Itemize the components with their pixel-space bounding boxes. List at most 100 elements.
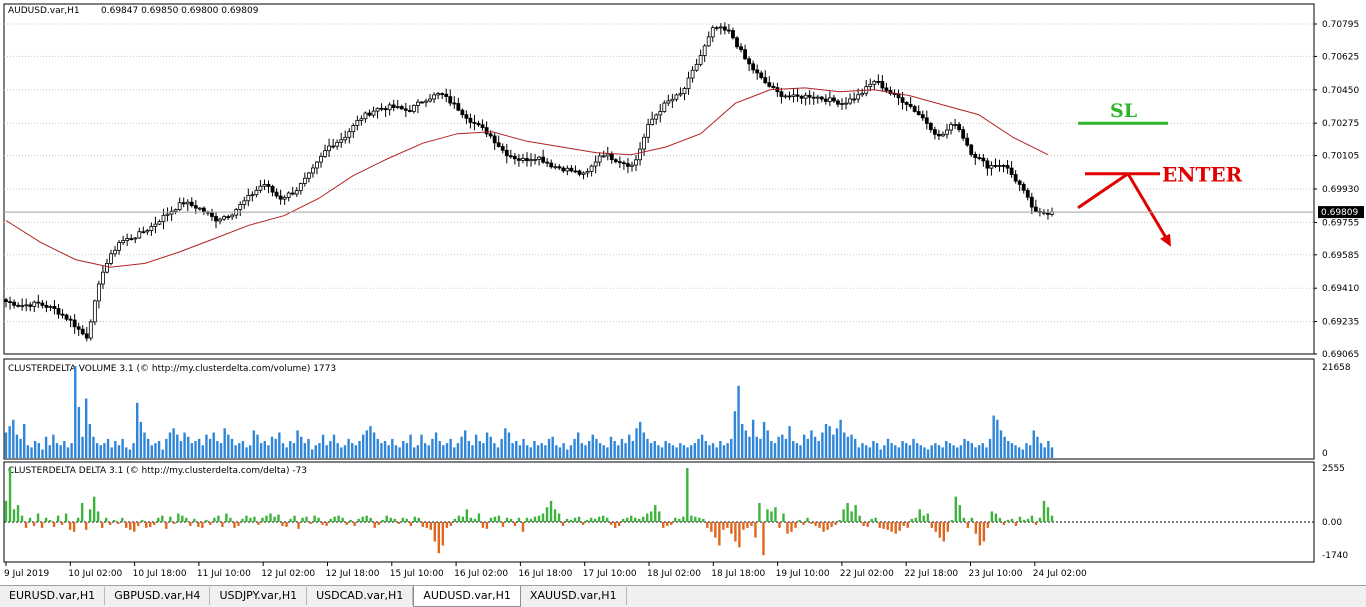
volume-bar <box>165 438 168 458</box>
candle-body <box>525 158 529 162</box>
enter-label: ENTER <box>1162 163 1243 187</box>
price-tick-label: 0.69755 <box>1322 218 1359 228</box>
price-tick-label: 0.70450 <box>1322 86 1359 96</box>
volume-bar <box>30 447 33 458</box>
candle-body <box>989 165 994 169</box>
tab-gbpusd[interactable]: GBPUSD.var,H4 <box>105 587 211 605</box>
candle-body <box>36 301 41 304</box>
delta-bar-positive <box>874 517 877 522</box>
volume-bar <box>719 441 722 458</box>
candle-body <box>965 137 970 146</box>
delta-bar-positive <box>597 516 601 522</box>
candle-body <box>359 118 364 121</box>
delta-bar-positive <box>8 468 12 522</box>
tab-eurusd[interactable]: EURUSD.var,H1 <box>0 587 106 605</box>
candle-body <box>177 202 182 211</box>
candle-body <box>787 95 792 98</box>
volume-bar <box>945 441 948 458</box>
time-tick-label: 24 Jul 02:00 <box>1033 569 1087 579</box>
delta-bar-positive <box>64 513 68 522</box>
candle-body <box>920 114 925 119</box>
candle-body <box>969 144 974 155</box>
delta-bar-positive <box>922 515 925 522</box>
delta-bar-positive <box>698 517 701 522</box>
volume-bar <box>638 421 642 458</box>
delta-bar-positive <box>525 517 529 522</box>
volume-bar <box>278 432 281 458</box>
volume-bar <box>340 447 343 458</box>
volume-bar <box>117 445 121 458</box>
delta-bar-negative <box>662 522 665 528</box>
delta-bar-negative <box>738 522 741 548</box>
delta-bar-negative <box>982 522 986 542</box>
candle-body <box>92 300 97 323</box>
volume-bar <box>44 436 48 458</box>
tab-usdjpy[interactable]: USDJPY.var,H1 <box>210 587 308 605</box>
candle-body <box>407 109 412 112</box>
volume-bar <box>744 430 748 458</box>
delta-bar-positive <box>401 517 404 522</box>
delta-bar-positive <box>702 518 705 522</box>
volume-bar <box>125 447 128 458</box>
delta-bar-negative <box>974 522 978 534</box>
volume-title: CLUSTERDELTA VOLUME 3.1 (© http://my.clu… <box>8 364 336 374</box>
candle-body <box>476 122 481 126</box>
volume-bar <box>981 443 984 458</box>
delta-bar-positive <box>625 517 629 522</box>
delta-bar-positive <box>682 516 685 522</box>
delta-bar-negative <box>609 522 613 525</box>
delta-bar-negative <box>830 522 833 527</box>
candle-body <box>347 131 352 138</box>
delta-bar-negative <box>886 522 889 530</box>
candle-body <box>129 238 134 240</box>
volume-bar <box>19 438 22 458</box>
price-tick-label: 0.70795 <box>1322 20 1359 30</box>
volume-bar <box>843 432 846 458</box>
candle-body <box>428 98 432 102</box>
volume-panel[interactable] <box>3 358 1315 460</box>
volume-bar <box>187 436 190 458</box>
candle-body <box>56 308 61 315</box>
candle-body <box>658 111 663 116</box>
volume-bar <box>788 426 791 458</box>
delta-bar-positive <box>970 517 974 522</box>
time-tick-label: 10 Jul 02:00 <box>68 569 122 579</box>
volume-bar <box>777 436 780 458</box>
candle-body <box>508 155 513 158</box>
volume-bar <box>948 443 952 458</box>
tab-usdcad[interactable]: USDCAD.var,H1 <box>307 587 414 605</box>
candle-body <box>884 87 889 91</box>
candle-body <box>480 124 485 129</box>
volume-bar <box>697 438 700 458</box>
candle-body <box>452 102 457 105</box>
volume-bar <box>274 438 277 458</box>
current-price-marker <box>1318 206 1364 219</box>
candle-body <box>298 183 303 192</box>
delta-bar-negative <box>906 522 909 528</box>
price-panel[interactable] <box>3 3 1315 355</box>
candle-body <box>545 161 550 164</box>
delta-bar-negative <box>810 522 813 524</box>
candle-body <box>185 201 190 205</box>
candle-body <box>985 160 990 169</box>
candle-body <box>339 139 344 143</box>
candle-body <box>759 72 764 78</box>
price-tick-label: 0.69065 <box>1322 350 1359 360</box>
volume-bar <box>733 411 737 458</box>
tab-xauusd[interactable]: XAUUSD.var,H1 <box>521 587 627 605</box>
candle-body <box>226 216 231 218</box>
volume-bar <box>267 445 270 458</box>
volume-bar <box>1025 443 1028 458</box>
candle-body <box>840 103 844 105</box>
volume-bar <box>835 428 839 458</box>
volume-bar <box>289 441 292 458</box>
volume-bar <box>977 445 981 458</box>
volume-bar <box>354 445 358 458</box>
volume-bar <box>81 436 84 458</box>
candle-body <box>981 157 986 162</box>
tab-audusd[interactable]: AUDUSD.var,H1 <box>413 586 521 607</box>
candle-body <box>165 213 170 216</box>
volume-bar <box>482 443 485 458</box>
candle-body <box>569 167 574 172</box>
